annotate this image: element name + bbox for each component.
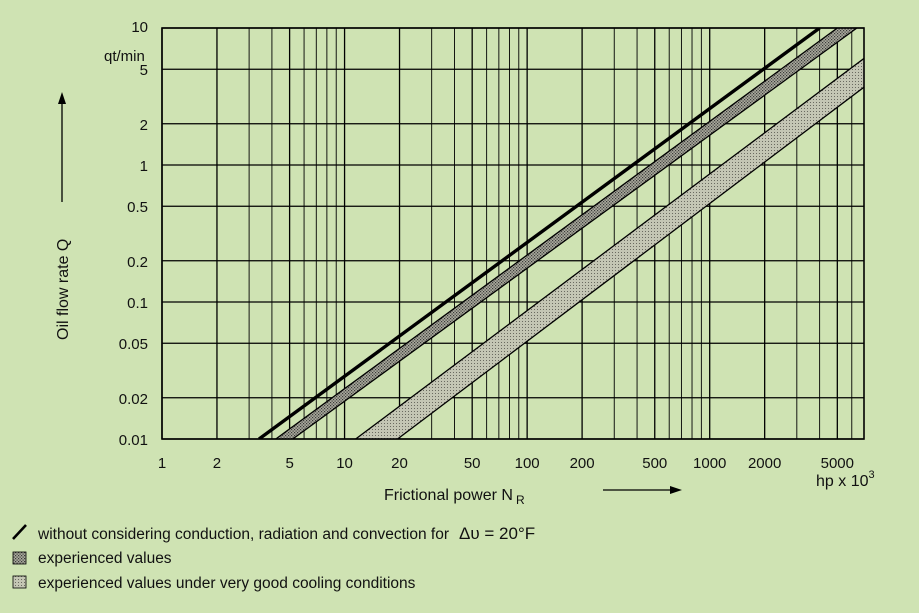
legend-band2-label: experienced values under very good cooli…: [38, 575, 416, 592]
x-tick-label-100: 100: [515, 455, 540, 472]
x-axis-arrowhead: [670, 486, 682, 494]
x-tick-label-5: 5: [285, 455, 293, 472]
y-axis-label: Oil flow rate Q: [55, 239, 72, 340]
y-axis-label-group: Oil flow rate Q: [55, 92, 72, 340]
band-1-lower-edge: [292, 28, 858, 439]
svg-text:Frictional power NR: Frictional power NR: [384, 487, 525, 507]
x-unit-exponent: 3: [868, 469, 874, 481]
y-tick-label-1: 1: [140, 158, 148, 175]
svg-text:without considering conduction: without considering conduction, radiatio…: [37, 524, 535, 543]
y-tick-label-0.1: 0.1: [127, 295, 148, 312]
x-axis-label: Frictional power N: [384, 487, 513, 504]
legend-line-formula: Δυ = 20°F: [459, 524, 535, 543]
band-2-lower-edge: [397, 86, 864, 439]
svg-text:hp x 103: hp x 103: [816, 469, 875, 490]
y-tick-label-0.5: 0.5: [127, 199, 148, 216]
y-tick-label-2: 2: [140, 117, 148, 134]
x-tick-label-1: 1: [158, 455, 166, 472]
legend-band2-swatch: [12, 575, 27, 589]
x-unit-label: hp x 10: [816, 473, 869, 490]
x-tick-label-2: 2: [213, 455, 221, 472]
plot-border: [161, 27, 865, 440]
legend-band1-swatch: [12, 551, 27, 565]
x-tick-label-200: 200: [570, 455, 595, 472]
x-tick-labels: 1 2 5 10 20 50 100 200 500 1000 2000 5000: [158, 455, 854, 472]
x-tick-label-1000: 1000: [693, 455, 726, 472]
x-axis-label-subscript: R: [516, 493, 525, 507]
band-1-upper-edge: [275, 28, 838, 439]
y-tick-labels: 10 5 2 1 0.5 0.2 0.1 0.05 0.02 0.01: [119, 19, 148, 449]
legend-line-swatch: [12, 524, 27, 540]
y-unit-label: qt/min: [104, 48, 145, 65]
band-2-upper-edge: [355, 57, 864, 439]
x-tick-label-500: 500: [642, 455, 667, 472]
data-marks: [258, 28, 864, 439]
x-tick-label-5000: 5000: [821, 455, 854, 472]
legend-band1-label: experienced values: [38, 550, 172, 567]
series-line-reference: [258, 28, 821, 439]
x-tick-label-2000: 2000: [748, 455, 781, 472]
y-tick-label-0.01: 0.01: [119, 432, 148, 449]
y-tick-label-10: 10: [131, 19, 148, 36]
x-tick-label-20: 20: [391, 455, 408, 472]
y-tick-label-0.05: 0.05: [119, 336, 148, 353]
y-tick-label-0.02: 0.02: [119, 391, 148, 408]
legend-line-label: without considering conduction, radiatio…: [37, 526, 449, 543]
x-tick-label-10: 10: [336, 455, 353, 472]
x-tick-label-50: 50: [464, 455, 481, 472]
y-tick-label-5: 5: [140, 62, 148, 79]
band-fill-1: [275, 28, 857, 439]
y-tick-label-0.2: 0.2: [127, 254, 148, 271]
legend: without considering conduction, radiatio…: [12, 524, 535, 592]
y-axis-arrowhead: [58, 92, 66, 104]
